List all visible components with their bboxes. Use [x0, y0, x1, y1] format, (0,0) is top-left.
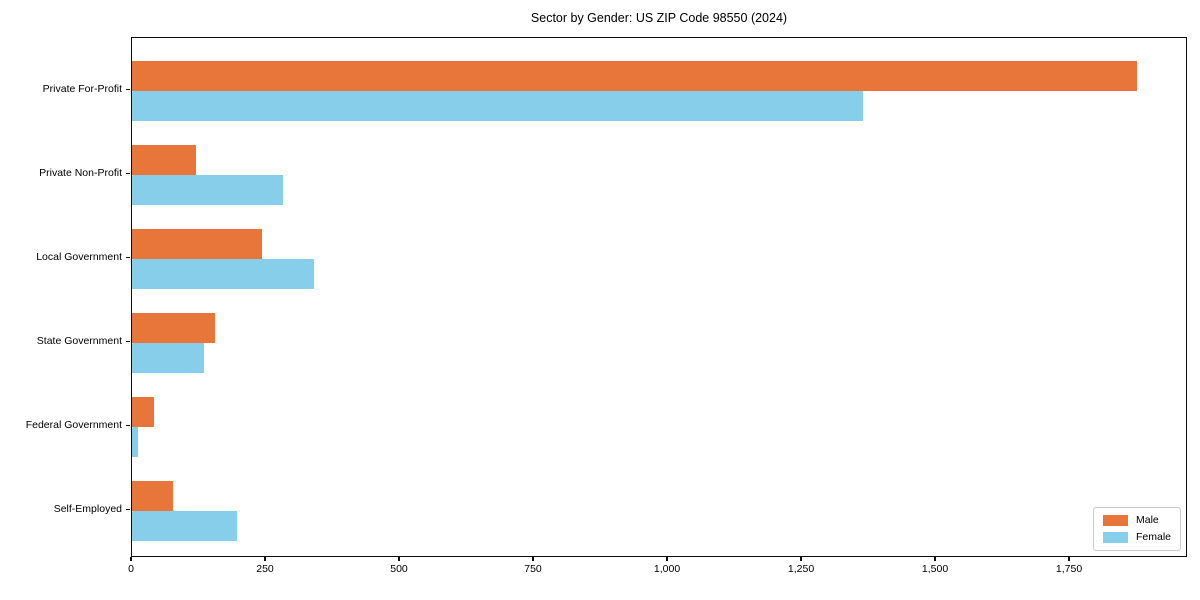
xtick-mark: [934, 557, 936, 561]
xtick-label-1750: 1,750: [1055, 563, 1083, 575]
legend-swatch-male: [1102, 515, 1128, 526]
ytick-mark: [126, 340, 130, 343]
xtick-label-250: 250: [256, 563, 274, 575]
xtick-mark: [264, 557, 266, 561]
xtick-mark: [800, 557, 802, 561]
legend-item-female: Female: [1102, 531, 1171, 543]
bar-male-private-for-profit: [132, 60, 1138, 91]
xtick-mark: [130, 557, 132, 561]
ytick-mark: [126, 508, 130, 511]
xtick-label-500: 500: [390, 563, 408, 575]
xtick-mark: [1068, 557, 1070, 561]
plot-area: Male Female: [131, 37, 1187, 557]
xtick-label-1500: 1,500: [921, 563, 949, 575]
xtick-mark: [666, 557, 668, 561]
ytick-label-state-government: State Government: [36, 334, 122, 347]
bar-female-private-non-profit: [132, 174, 284, 205]
xtick-label-1250: 1,250: [787, 563, 815, 575]
legend-swatch-female: [1102, 532, 1128, 543]
bar-female-local-government: [132, 258, 314, 289]
legend-label-female: Female: [1135, 531, 1171, 543]
ytick-label-federal-government: Federal Government: [25, 418, 122, 431]
legend-label-male: Male: [1135, 514, 1159, 526]
ytick-label-self-employed: Self-Employed: [53, 502, 122, 515]
ytick-mark: [126, 256, 130, 259]
bar-male-federal-government: [132, 396, 154, 427]
legend: Male Female: [1092, 507, 1181, 551]
ytick-mark: [126, 424, 130, 427]
ytick-mark: [126, 172, 130, 175]
bar-male-state-government: [132, 312, 216, 343]
ytick-label-local-government: Local Government: [36, 250, 122, 263]
bar-female-self-employed: [132, 510, 237, 541]
xtick-label-750: 750: [524, 563, 542, 575]
bar-female-federal-government: [132, 426, 139, 457]
bar-male-self-employed: [132, 480, 173, 511]
xtick-label-1000: 1,000: [653, 563, 681, 575]
bar-male-local-government: [132, 228, 262, 259]
xtick-mark: [532, 557, 534, 561]
xtick-label-0: 0: [128, 563, 134, 575]
chart-title: Sector by Gender: US ZIP Code 98550 (202…: [530, 11, 788, 25]
ytick-label-private-non-profit: Private Non-Profit: [39, 166, 122, 179]
bar-male-private-non-profit: [132, 144, 197, 175]
legend-item-male: Male: [1102, 514, 1171, 526]
bar-female-private-for-profit: [132, 90, 864, 121]
bar-female-state-government: [132, 342, 205, 373]
xtick-mark: [398, 557, 400, 561]
ytick-label-private-for-profit: Private For-Profit: [42, 82, 122, 95]
ytick-mark: [126, 88, 130, 91]
